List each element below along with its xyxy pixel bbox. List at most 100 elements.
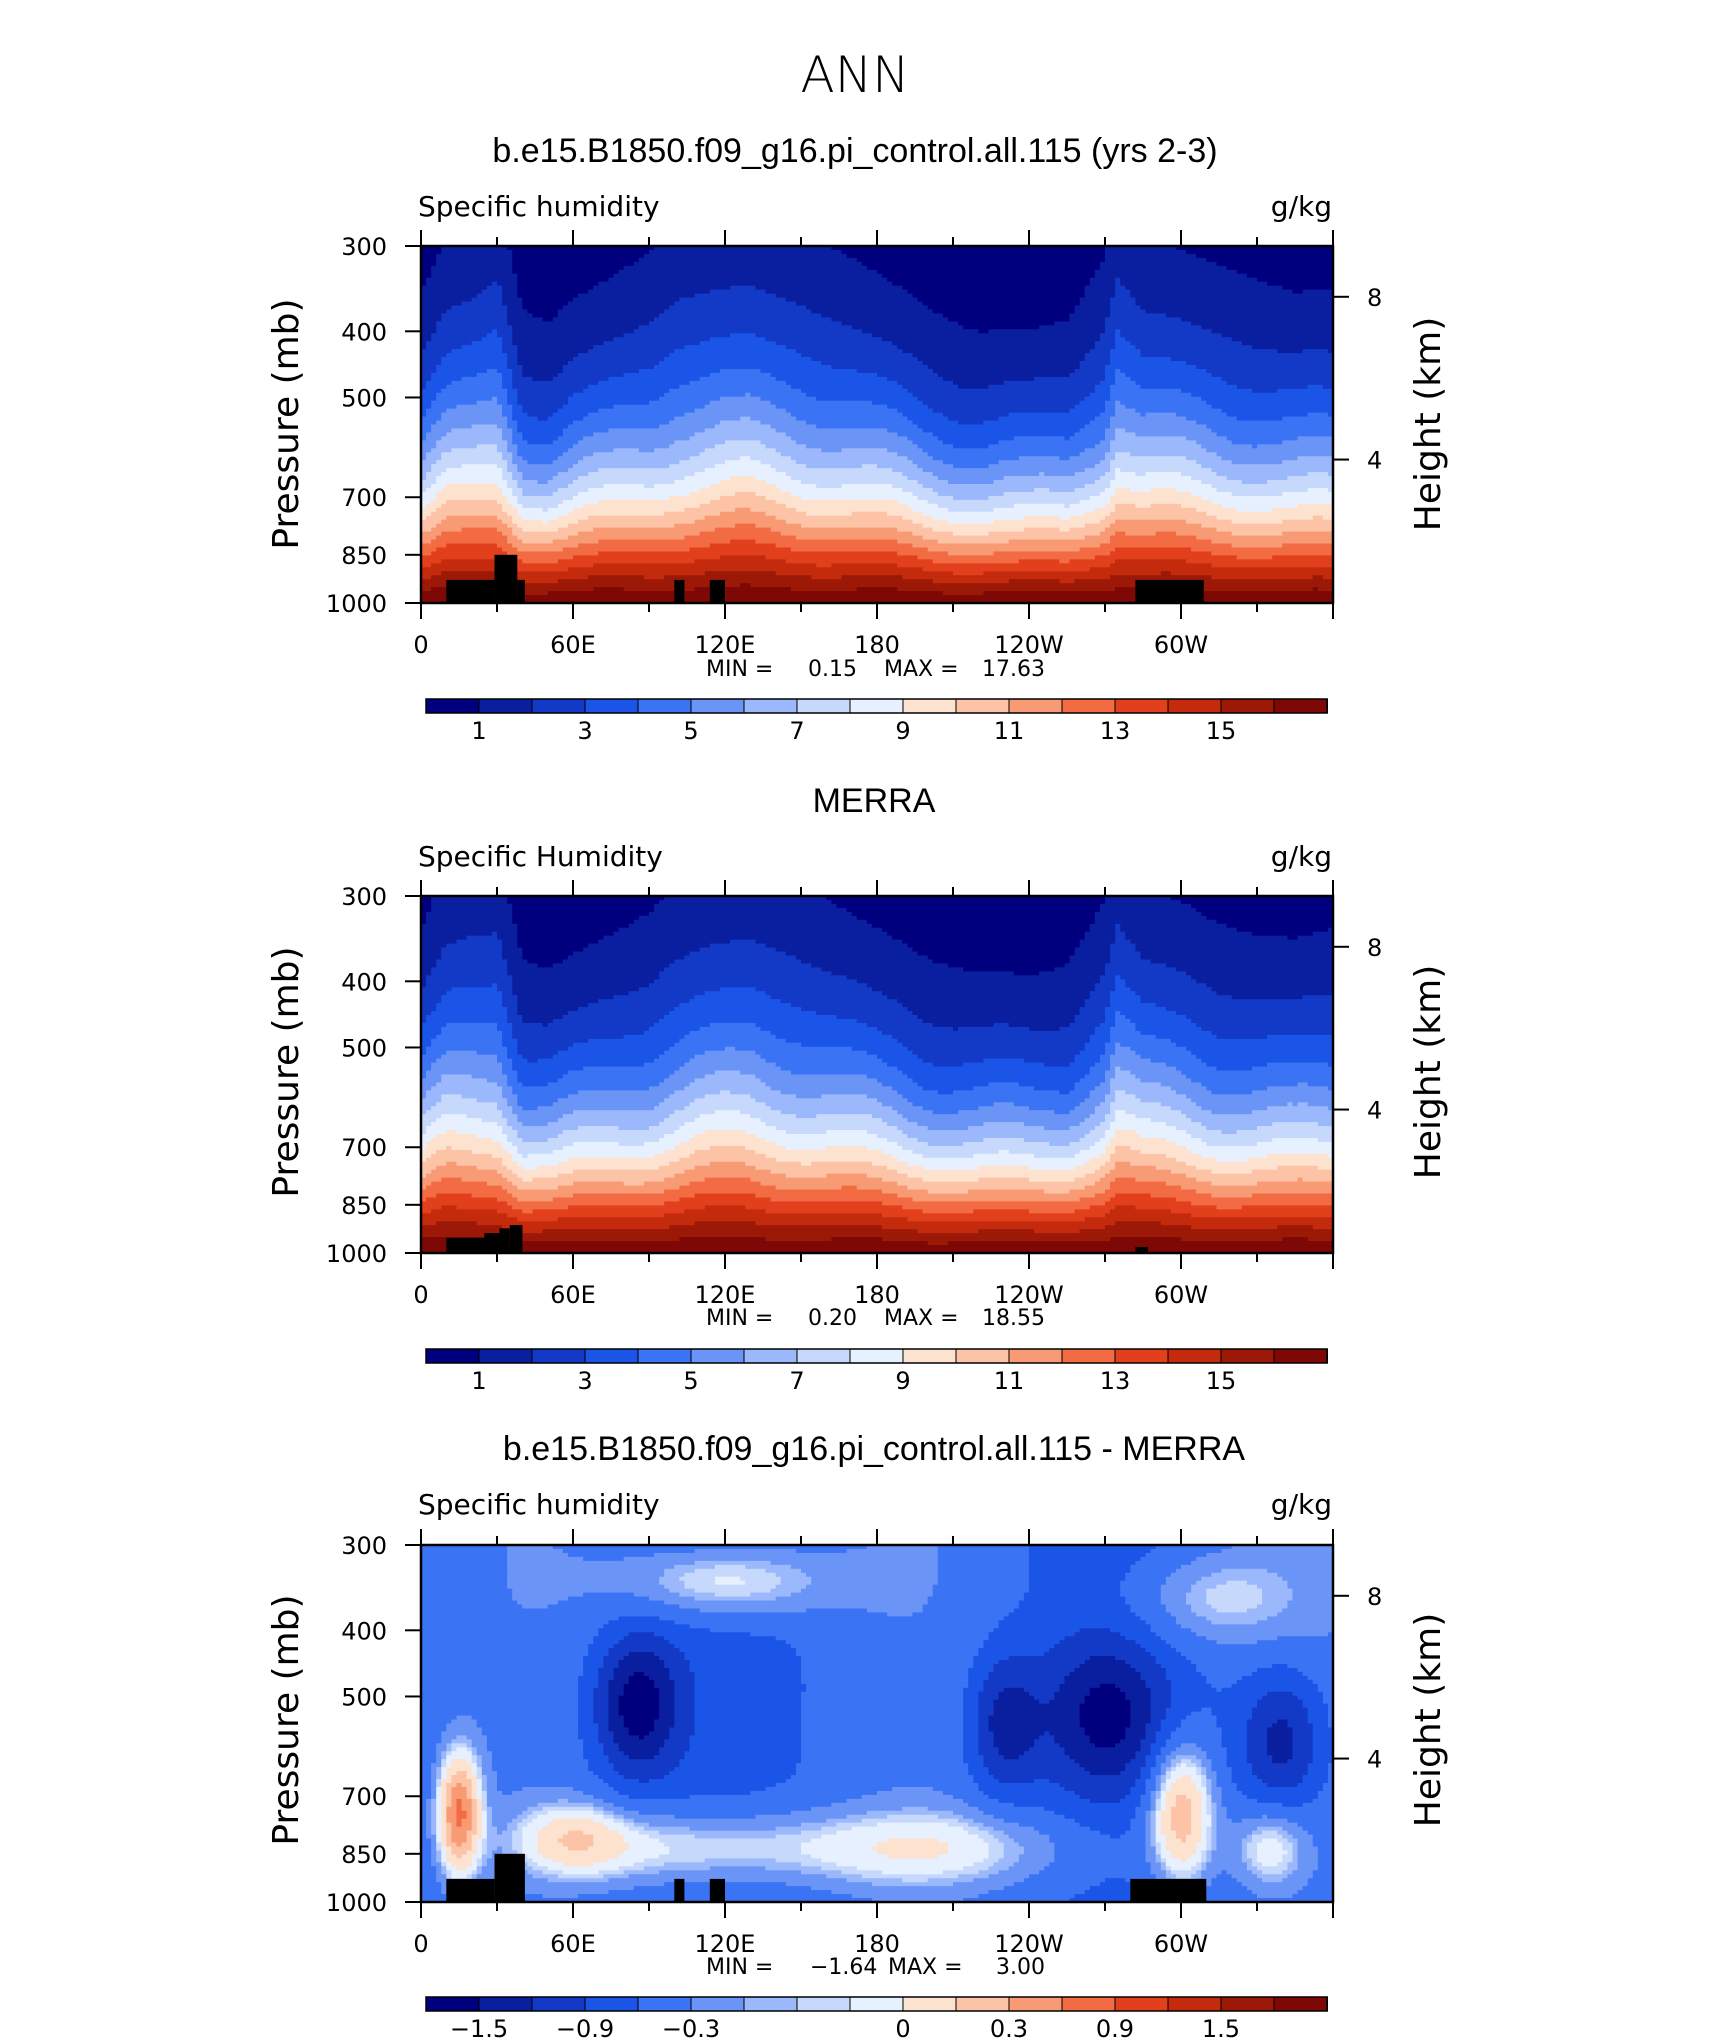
contour-band (502, 345, 518, 350)
contour-band (1115, 1161, 1131, 1167)
contour-band (421, 1169, 432, 1175)
contour-band (669, 1727, 696, 1733)
contour-band (1115, 281, 1121, 287)
colorbar-label: 5 (683, 717, 698, 745)
contour-band (522, 503, 559, 509)
contour-band (436, 476, 503, 481)
contour-band (902, 1806, 929, 1812)
contour-band (1322, 1691, 1334, 1697)
contour-band (1094, 480, 1111, 485)
contour-band (1145, 1854, 1157, 1859)
contour-band (659, 1691, 675, 1697)
contour-band (476, 1814, 483, 1820)
contour-band (507, 440, 513, 445)
contour-band (846, 1878, 903, 1883)
contour-band (643, 1030, 691, 1036)
contour-band (557, 372, 625, 378)
terrain-block (494, 554, 518, 603)
contour-band (1145, 1818, 1152, 1824)
contour-band (679, 1197, 772, 1203)
contour-band (836, 1822, 878, 1828)
contour-band (669, 1074, 706, 1080)
contour-band (436, 1743, 447, 1748)
contour-band (598, 999, 691, 1004)
contour-band (1201, 1026, 1334, 1032)
contour-band (623, 265, 868, 271)
contour-band (806, 1608, 868, 1614)
contour-band (755, 1050, 868, 1056)
contour-band (1216, 472, 1309, 477)
contour-band (1317, 1866, 1334, 1871)
contour-band (1029, 1177, 1076, 1183)
contour-band (1277, 388, 1334, 394)
contour-band (1170, 1644, 1334, 1649)
contour-band (1257, 1640, 1334, 1645)
contour-band (932, 527, 1025, 533)
colorbar-label: 15 (1206, 1367, 1237, 1395)
contour-band (1297, 1822, 1334, 1828)
contour-band (471, 1818, 478, 1824)
contour-band (1105, 456, 1116, 461)
contour-band (1251, 1066, 1334, 1072)
contour-band (684, 1062, 777, 1068)
contour-band (1089, 1157, 1111, 1163)
contour-band (1064, 436, 1071, 441)
colorbar-label: 15 (1206, 717, 1237, 745)
contour-band (497, 527, 513, 533)
contour-band (497, 1102, 508, 1107)
contour-band (1196, 1177, 1299, 1183)
contour-band (674, 1711, 696, 1717)
contour-band (694, 1679, 802, 1685)
contour-band (968, 1802, 1015, 1808)
contour-band (679, 1576, 716, 1582)
contour-band (421, 1007, 437, 1012)
contour-band (502, 337, 513, 342)
contour-band (1094, 464, 1111, 469)
contour-band (714, 444, 767, 449)
contour-band (421, 1145, 427, 1151)
contour-band (583, 1066, 680, 1072)
contour-band (1267, 1106, 1329, 1111)
colorbar-swatch (425, 698, 480, 714)
contour-band (937, 491, 1005, 497)
contour-band (436, 507, 503, 513)
contour-band (1201, 1794, 1207, 1800)
colorbar-swatch (1220, 1348, 1275, 1364)
y-tick-label: 500 (341, 384, 387, 412)
contour-band (983, 1810, 1055, 1816)
contour-band (502, 1034, 513, 1040)
contour-band (502, 491, 513, 497)
contour-band (431, 333, 488, 338)
contour-band (618, 1664, 665, 1669)
contour-band (426, 911, 513, 917)
contour-band (1251, 1767, 1309, 1772)
contour-band (421, 583, 741, 588)
contour-band (502, 1157, 513, 1163)
contour-band (593, 1691, 610, 1697)
contour-band (659, 1054, 696, 1060)
contour-band (481, 1822, 488, 1828)
colorbar-swatch (1061, 698, 1116, 714)
contour-band (1099, 975, 1116, 980)
contour-band (421, 559, 442, 564)
contour-band (654, 907, 848, 913)
contour-band (507, 305, 523, 311)
contour-band (1186, 1592, 1207, 1598)
contour-band (1084, 1699, 1131, 1705)
contour-band (421, 1225, 503, 1230)
contour-band (491, 396, 498, 402)
contour-band (1206, 1886, 1248, 1891)
contour-band (1181, 1858, 1187, 1863)
contour-band (1140, 305, 1334, 311)
contour-band (740, 1110, 782, 1115)
contour-band (421, 1114, 442, 1119)
contour-band (1312, 515, 1324, 521)
contour-band (659, 1838, 812, 1844)
contour-band (446, 1759, 452, 1764)
contour-band (684, 1169, 772, 1175)
contour-band (578, 1699, 594, 1705)
contour-band (684, 1086, 772, 1091)
contour-band (421, 539, 432, 545)
contour-band (816, 563, 832, 568)
contour-band (654, 903, 838, 909)
